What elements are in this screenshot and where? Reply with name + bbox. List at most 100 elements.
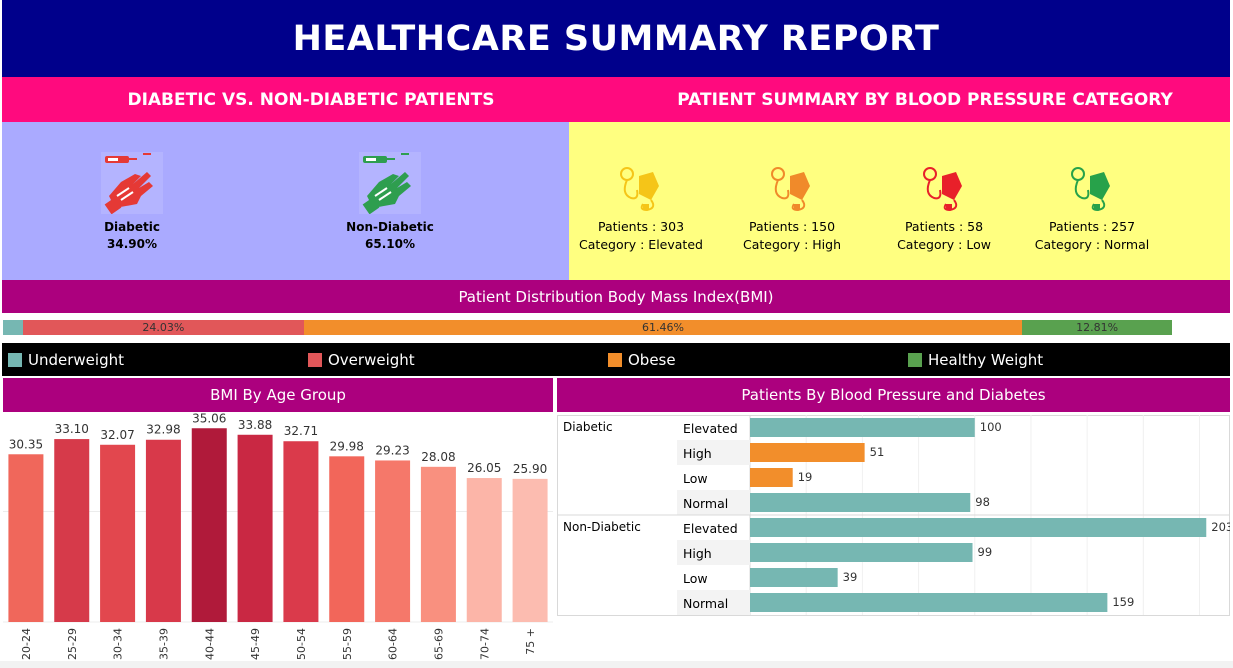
x-tick-label: 50-54 <box>295 628 308 660</box>
hbar-Diabetic-High[interactable] <box>750 443 865 462</box>
bar-value-label: 32.71 <box>284 424 318 438</box>
legend-item-healthy-weight[interactable]: Healthy Weight <box>908 343 1043 376</box>
category-label: Low <box>683 571 708 586</box>
heading-diabetic-vs-non: DIABETIC VS. NON-DIABETIC PATIENTS <box>127 89 495 110</box>
bar-25-29[interactable] <box>54 439 90 622</box>
bp-monitor-icon <box>771 167 810 212</box>
bmi-strip-segment[interactable]: 61.46% <box>303 320 1023 335</box>
hbar-value-label: 19 <box>798 470 813 484</box>
category-label: Normal <box>683 596 728 611</box>
row-band <box>677 590 750 615</box>
category-label: Elevated <box>683 421 738 436</box>
hbar-value-label: 99 <box>978 545 993 559</box>
x-tick-label: 60-64 <box>387 628 400 660</box>
report-title: HEALTHCARE SUMMARY REPORT <box>2 0 1230 77</box>
diabetic-icon <box>101 152 163 215</box>
hbar-value-label: 159 <box>1112 595 1134 609</box>
bp-summary-panel: Patients : 303 Category : Elevated Patient… <box>569 122 1230 280</box>
group-label: Non-Diabetic <box>563 520 641 534</box>
row-band <box>677 440 750 465</box>
category-label: Normal <box>683 496 728 511</box>
hbar-Diabetic-Elevated[interactable] <box>750 418 975 437</box>
bar-35-39[interactable] <box>145 439 181 622</box>
bp-patient-count: Patients : 257 <box>1048 219 1136 234</box>
bmi-distribution-heading: Patient Distribution Body Mass Index(BMI… <box>2 280 1230 313</box>
row-band <box>677 540 750 565</box>
hbar-Non-Diabetic-High[interactable] <box>750 543 973 562</box>
legend-swatch <box>908 352 922 367</box>
bar-value-label: 33.10 <box>55 422 89 436</box>
x-tick-label: 30-34 <box>112 628 125 660</box>
category-label: High <box>683 446 712 461</box>
legend-item-overweight[interactable]: Overweight <box>308 343 415 376</box>
bp-card-low[interactable]: Patients : 58 Category : Low <box>874 164 1014 254</box>
non-diabetic-card[interactable]: Non-Diabetic 65.10% <box>320 152 460 251</box>
non-diabetic-label: Non-Diabetic <box>346 220 434 234</box>
group-label: Diabetic <box>563 420 613 434</box>
bp-category-label: Category : Normal <box>1034 237 1150 252</box>
bp-patient-count: Patients : 150 <box>748 219 836 234</box>
bar-75 +[interactable] <box>512 478 548 622</box>
bp-category-label: Category : Elevated <box>579 237 703 252</box>
hbar-Diabetic-Normal[interactable] <box>750 493 971 512</box>
bp-monitor-icon <box>620 167 659 212</box>
hbar-Diabetic-Low[interactable] <box>750 468 793 487</box>
bp-category-label: Category : High <box>743 237 841 252</box>
bar-65-69[interactable] <box>420 466 456 622</box>
legend-swatch <box>608 352 622 367</box>
category-label: High <box>683 546 712 561</box>
legend-item-obese[interactable]: Obese <box>608 343 676 376</box>
bmi-strip-segment[interactable]: 24.03% <box>22 320 304 335</box>
bar-50-54[interactable] <box>283 441 319 622</box>
bp-monitor-icon <box>923 167 962 212</box>
bp-card-high[interactable]: Patients : 150 Category : High <box>722 164 862 254</box>
diabetic-pct: 34.90% <box>107 237 157 251</box>
legend-swatch <box>8 352 22 367</box>
category-label: Elevated <box>683 521 738 536</box>
x-tick-label: 35-39 <box>157 628 170 660</box>
hbar-value-label: 39 <box>843 570 858 584</box>
bar-70-74[interactable] <box>466 478 502 622</box>
hbar-Non-Diabetic-Low[interactable] <box>750 568 838 587</box>
hbar-value-label: 51 <box>870 445 885 459</box>
x-tick-label: 75 + <box>524 628 537 655</box>
hbar-value-label: 98 <box>975 495 990 509</box>
bmi-by-age-heading: BMI By Age Group <box>3 378 553 412</box>
bmi-legend: Underweight Overweight Obese Healthy Wei… <box>2 343 1230 376</box>
legend-swatch <box>308 352 322 367</box>
bar-60-64[interactable] <box>375 460 411 622</box>
legend-label: Healthy Weight <box>928 350 1044 369</box>
bar-40-44[interactable] <box>191 428 227 622</box>
x-tick-label: 70-74 <box>478 628 491 660</box>
category-label: Low <box>683 471 708 486</box>
non-diabetic-icon <box>359 152 421 215</box>
heading-bp-summary: PATIENT SUMMARY BY BLOOD PRESSURE CATEGO… <box>677 89 1173 110</box>
legend-label: Underweight <box>28 350 124 369</box>
diabetic-label: Diabetic <box>104 220 160 234</box>
x-tick-label: 55-59 <box>341 628 354 660</box>
hbar-Non-Diabetic-Elevated[interactable] <box>750 518 1207 537</box>
bar-45-49[interactable] <box>237 434 273 622</box>
bp-card-elevated[interactable]: Patients : 303 Category : Elevated <box>571 164 711 254</box>
bar-20-24[interactable] <box>8 454 44 622</box>
bp-patient-count: Patients : 58 <box>904 219 984 234</box>
x-tick-label: 65-69 <box>432 628 445 660</box>
bar-55-59[interactable] <box>329 456 365 622</box>
hbar-value-label: 100 <box>980 420 1002 434</box>
legend-label: Obese <box>628 350 676 369</box>
bmi-strip-segment[interactable]: 12.81% <box>1022 320 1172 335</box>
x-tick-label: 25-29 <box>66 628 79 660</box>
non-diabetic-pct: 65.10% <box>365 237 415 251</box>
bar-value-label: 28.08 <box>421 450 455 464</box>
hbar-Non-Diabetic-Normal[interactable] <box>750 593 1108 612</box>
legend-label: Overweight <box>328 350 415 369</box>
x-tick-label: 45-49 <box>249 628 262 660</box>
bmi-strip-segment[interactable] <box>3 320 23 335</box>
bar-value-label: 25.90 <box>513 462 547 476</box>
diabetic-card[interactable]: Diabetic 34.90% <box>62 152 202 251</box>
bmi-distribution-strip: 24.03% 61.46% 12.81% <box>3 320 1172 335</box>
bp-diabetes-heading: Patients By Blood Pressure and Diabetes <box>557 378 1230 412</box>
bp-card-normal[interactable]: Patients : 257 Category : Normal <box>1022 164 1162 254</box>
legend-item-underweight[interactable]: Underweight <box>8 343 124 376</box>
bar-30-34[interactable] <box>100 444 136 622</box>
